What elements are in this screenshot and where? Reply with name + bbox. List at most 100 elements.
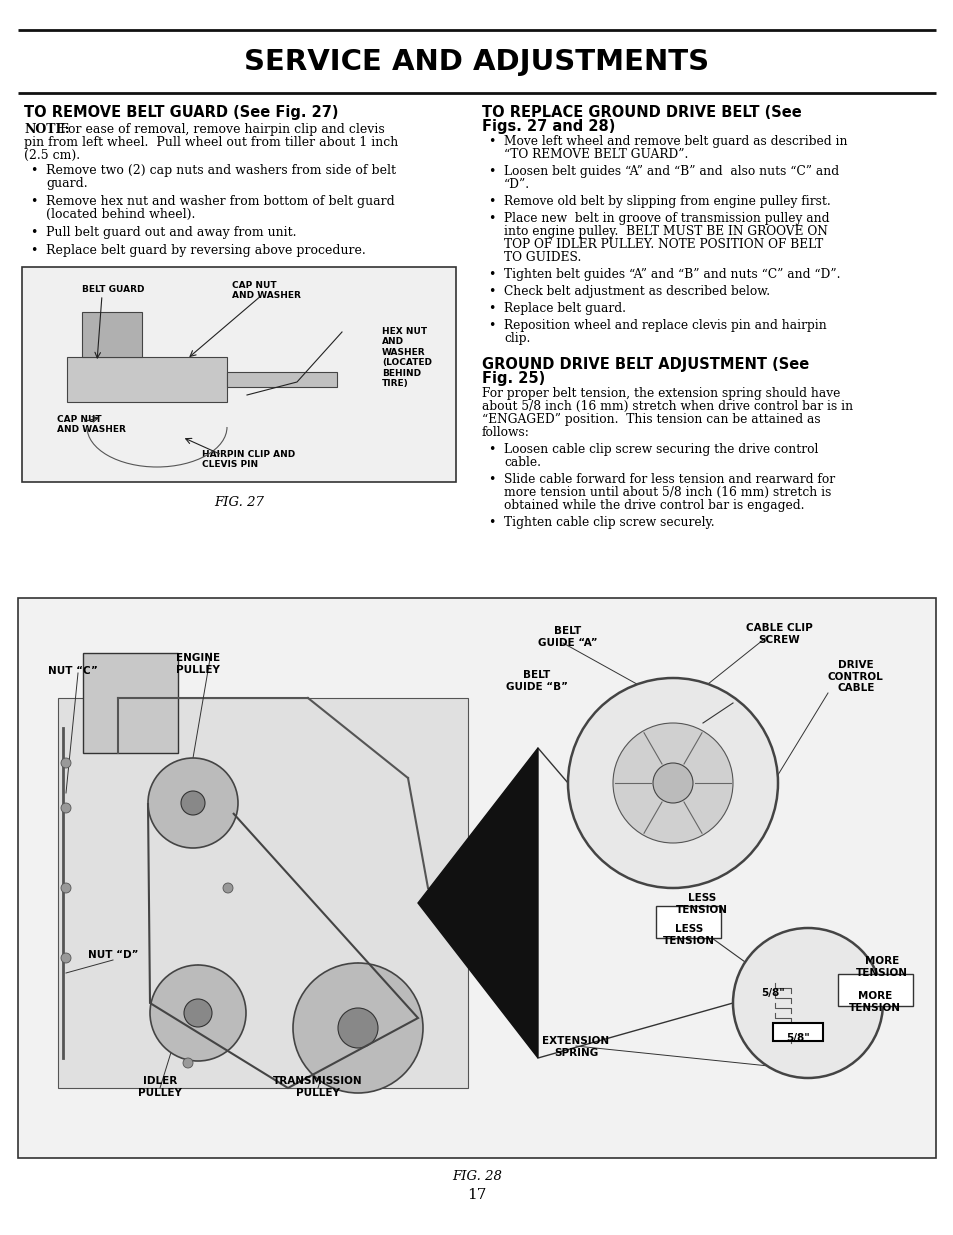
Text: Loosen belt guides “A” and “B” and  also nuts “C” and: Loosen belt guides “A” and “B” and also … <box>503 165 839 178</box>
Bar <box>837 974 912 1007</box>
Text: cable.: cable. <box>503 456 540 469</box>
Text: follows:: follows: <box>481 426 529 438</box>
Text: MORE
TENSION: MORE TENSION <box>855 956 907 978</box>
Text: “D”.: “D”. <box>503 178 530 191</box>
Text: •: • <box>488 443 496 456</box>
Text: •: • <box>488 285 496 298</box>
Text: Pull belt guard out and away from unit.: Pull belt guard out and away from unit. <box>46 226 296 240</box>
Bar <box>67 357 227 403</box>
Circle shape <box>567 678 778 888</box>
Text: •: • <box>488 319 496 332</box>
Text: TO GUIDES.: TO GUIDES. <box>503 251 580 264</box>
Text: NUT “C”: NUT “C” <box>48 666 98 676</box>
Text: Fig. 25): Fig. 25) <box>481 370 545 387</box>
Text: guard.: guard. <box>46 177 88 190</box>
Circle shape <box>61 803 71 813</box>
Text: •: • <box>488 303 496 315</box>
Text: NUT “D”: NUT “D” <box>88 950 138 960</box>
Text: •: • <box>30 195 38 207</box>
Text: pin from left wheel.  Pull wheel out from tiller about 1 inch: pin from left wheel. Pull wheel out from… <box>24 136 397 149</box>
Text: 5/8": 5/8" <box>785 1032 809 1044</box>
Text: TOP OF IDLER PULLEY. NOTE POSITION OF BELT: TOP OF IDLER PULLEY. NOTE POSITION OF BE… <box>503 238 822 251</box>
Text: Remove two (2) cap nuts and washers from side of belt: Remove two (2) cap nuts and washers from… <box>46 164 395 177</box>
Text: Slide cable forward for less tension and rearward for: Slide cable forward for less tension and… <box>503 473 834 487</box>
Text: •: • <box>488 212 496 225</box>
Text: •: • <box>488 195 496 207</box>
Text: Loosen cable clip screw securing the drive control: Loosen cable clip screw securing the dri… <box>503 443 818 456</box>
Text: •: • <box>488 516 496 529</box>
Text: into engine pulley.  BELT MUST BE IN GROOVE ON: into engine pulley. BELT MUST BE IN GROO… <box>503 225 827 238</box>
Circle shape <box>183 1058 193 1068</box>
Text: CAP NUT
AND WASHER: CAP NUT AND WASHER <box>232 282 300 300</box>
Text: (located behind wheel).: (located behind wheel). <box>46 207 195 221</box>
Text: •: • <box>30 245 38 257</box>
Text: BELT
GUIDE “B”: BELT GUIDE “B” <box>505 671 567 692</box>
Bar <box>22 267 456 482</box>
Text: Check belt adjustment as described below.: Check belt adjustment as described below… <box>503 285 769 298</box>
Text: Reposition wheel and replace clevis pin and hairpin: Reposition wheel and replace clevis pin … <box>503 319 826 332</box>
Text: CAP NUT
AND WASHER: CAP NUT AND WASHER <box>57 415 126 435</box>
Circle shape <box>293 963 422 1093</box>
Circle shape <box>732 927 882 1078</box>
Circle shape <box>61 758 71 768</box>
Text: CABLE CLIP
SCREW: CABLE CLIP SCREW <box>745 622 812 645</box>
Circle shape <box>184 999 212 1028</box>
Text: NOTE:: NOTE: <box>24 124 70 136</box>
Circle shape <box>223 883 233 893</box>
Text: •: • <box>488 473 496 487</box>
Text: Remove old belt by slipping from engine pulley first.: Remove old belt by slipping from engine … <box>503 195 830 207</box>
Text: Replace belt guard.: Replace belt guard. <box>503 303 625 315</box>
Text: •: • <box>488 165 496 178</box>
Text: TO REPLACE GROUND DRIVE BELT (See: TO REPLACE GROUND DRIVE BELT (See <box>481 105 801 120</box>
Text: •: • <box>488 135 496 148</box>
Text: about 5/8 inch (16 mm) stretch when drive control bar is in: about 5/8 inch (16 mm) stretch when driv… <box>481 400 852 412</box>
Text: HEX NUT
AND
WASHER
(LOCATED
BEHIND
TIRE): HEX NUT AND WASHER (LOCATED BEHIND TIRE) <box>381 327 432 388</box>
Text: BELT GUARD: BELT GUARD <box>82 285 144 294</box>
Circle shape <box>181 790 205 815</box>
Text: “TO REMOVE BELT GUARD”.: “TO REMOVE BELT GUARD”. <box>503 148 688 161</box>
Bar <box>18 598 935 1158</box>
Bar <box>82 312 142 357</box>
Text: Move left wheel and remove belt guard as described in: Move left wheel and remove belt guard as… <box>503 135 846 148</box>
Text: Tighten belt guides “A” and “B” and nuts “C” and “D”.: Tighten belt guides “A” and “B” and nuts… <box>503 268 840 282</box>
Text: IDLER
PULLEY: IDLER PULLEY <box>138 1076 182 1098</box>
Text: EXTENSION
SPRING: EXTENSION SPRING <box>542 1036 609 1057</box>
Bar <box>656 906 720 939</box>
Text: •: • <box>30 226 38 240</box>
Text: obtained while the drive control bar is engaged.: obtained while the drive control bar is … <box>503 499 803 513</box>
Text: TO REMOVE BELT GUARD (See Fig. 27): TO REMOVE BELT GUARD (See Fig. 27) <box>24 105 338 120</box>
Bar <box>58 698 468 1088</box>
Circle shape <box>150 965 246 1061</box>
Text: DRIVE
CONTROL
CABLE: DRIVE CONTROL CABLE <box>827 659 882 693</box>
Text: ENGINE
PULLEY: ENGINE PULLEY <box>175 653 220 674</box>
Text: “ENGAGED” position.  This tension can be attained as: “ENGAGED” position. This tension can be … <box>481 412 820 426</box>
Polygon shape <box>417 748 537 1058</box>
Circle shape <box>652 763 692 803</box>
Text: TRANSMISSION
PULLEY: TRANSMISSION PULLEY <box>273 1076 362 1098</box>
Text: 5/8": 5/8" <box>760 988 784 998</box>
Text: SERVICE AND ADJUSTMENTS: SERVICE AND ADJUSTMENTS <box>244 48 709 77</box>
Circle shape <box>337 1008 377 1049</box>
Text: Tighten cable clip screw securely.: Tighten cable clip screw securely. <box>503 516 714 529</box>
Circle shape <box>613 722 732 844</box>
Text: Figs. 27 and 28): Figs. 27 and 28) <box>481 119 615 135</box>
Text: LESS
TENSION: LESS TENSION <box>662 924 714 946</box>
Text: (2.5 cm).: (2.5 cm). <box>24 149 80 162</box>
Bar <box>227 372 336 387</box>
Text: Remove hex nut and washer from bottom of belt guard: Remove hex nut and washer from bottom of… <box>46 195 395 207</box>
Text: GROUND DRIVE BELT ADJUSTMENT (See: GROUND DRIVE BELT ADJUSTMENT (See <box>481 357 808 372</box>
Circle shape <box>61 883 71 893</box>
Text: LESS
TENSION: LESS TENSION <box>676 893 727 915</box>
Bar <box>772 1023 822 1041</box>
Text: HAIRPIN CLIP AND
CLEVIS PIN: HAIRPIN CLIP AND CLEVIS PIN <box>202 450 294 469</box>
Text: Place new  belt in groove of transmission pulley and: Place new belt in groove of transmission… <box>503 212 828 225</box>
Text: •: • <box>488 268 496 282</box>
Text: FIG. 27: FIG. 27 <box>213 496 264 509</box>
Text: •: • <box>30 164 38 177</box>
Text: For proper belt tension, the extension spring should have: For proper belt tension, the extension s… <box>481 387 840 400</box>
Text: clip.: clip. <box>503 332 530 345</box>
Text: BELT
GUIDE “A”: BELT GUIDE “A” <box>537 626 597 647</box>
Text: MORE
TENSION: MORE TENSION <box>848 990 900 1013</box>
Bar <box>83 653 178 753</box>
Circle shape <box>61 953 71 963</box>
